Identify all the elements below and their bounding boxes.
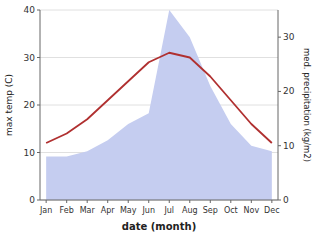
x-tick-label: Nov xyxy=(244,206,260,215)
x-tick xyxy=(148,200,149,203)
y2-tick-label: 30 xyxy=(283,32,295,42)
y-axis-label: max temp (C) xyxy=(4,74,14,136)
y2-tick xyxy=(278,91,281,92)
x-tick xyxy=(46,200,47,203)
x-tick xyxy=(251,200,252,203)
x-axis-label: date (month) xyxy=(122,221,196,232)
x-tick xyxy=(128,200,129,203)
y-tick-label: 0 xyxy=(29,195,35,205)
x-tick xyxy=(66,200,67,203)
y2-tick-label: 10 xyxy=(283,141,295,151)
y-tick xyxy=(37,152,40,153)
x-tick-label: Dec xyxy=(264,206,279,215)
chart: 0 10 20 30 40 0 10 20 30 Jan Feb Mar Apr May Jun Jul Aug… xyxy=(0,0,318,247)
x-tick-label: Mar xyxy=(80,206,96,215)
x-tick-label: Feb xyxy=(60,206,74,215)
plot-area xyxy=(46,10,272,200)
x-tick-label: May xyxy=(120,206,137,215)
axes xyxy=(37,10,281,203)
x-tick xyxy=(107,200,108,203)
x-tick xyxy=(230,200,231,203)
y-tick-label: 10 xyxy=(24,148,36,158)
x-tick-label: Jan xyxy=(39,206,52,215)
precipitation-area xyxy=(46,10,272,200)
x-tick-label: Jun xyxy=(141,206,155,215)
x-tick xyxy=(169,200,170,203)
y-tick-label: 20 xyxy=(24,100,36,110)
y2-tick xyxy=(278,145,281,146)
grid-line xyxy=(40,10,278,11)
y2-tick-label: 0 xyxy=(283,195,289,205)
y-tick-label: 30 xyxy=(24,53,36,63)
grid xyxy=(40,10,278,200)
y-tick xyxy=(37,57,40,58)
y-tick-label: 40 xyxy=(24,5,36,15)
x-tick-label: Apr xyxy=(101,206,116,215)
y-tick xyxy=(37,10,40,11)
y2-tick xyxy=(278,200,281,201)
y-tick xyxy=(37,105,40,106)
y2-tick xyxy=(278,37,281,38)
x-tick xyxy=(210,200,211,203)
y2-axis-label: med. precipitation (kg/m2) xyxy=(302,48,312,162)
y-tick xyxy=(37,200,40,201)
x-tick xyxy=(189,200,190,203)
x-axis-line xyxy=(40,200,278,201)
x-tick-label: Jul xyxy=(163,206,174,215)
x-tick xyxy=(271,200,272,203)
temperature-line xyxy=(46,53,272,143)
x-tick-label: Oct xyxy=(224,206,238,215)
x-tick xyxy=(87,200,88,203)
grid-line xyxy=(40,200,278,201)
y2-tick-label: 20 xyxy=(283,86,295,96)
y2-axis-line xyxy=(278,10,279,200)
x-tick-label: Sep xyxy=(203,206,218,215)
x-tick-label: Aug xyxy=(182,206,198,215)
